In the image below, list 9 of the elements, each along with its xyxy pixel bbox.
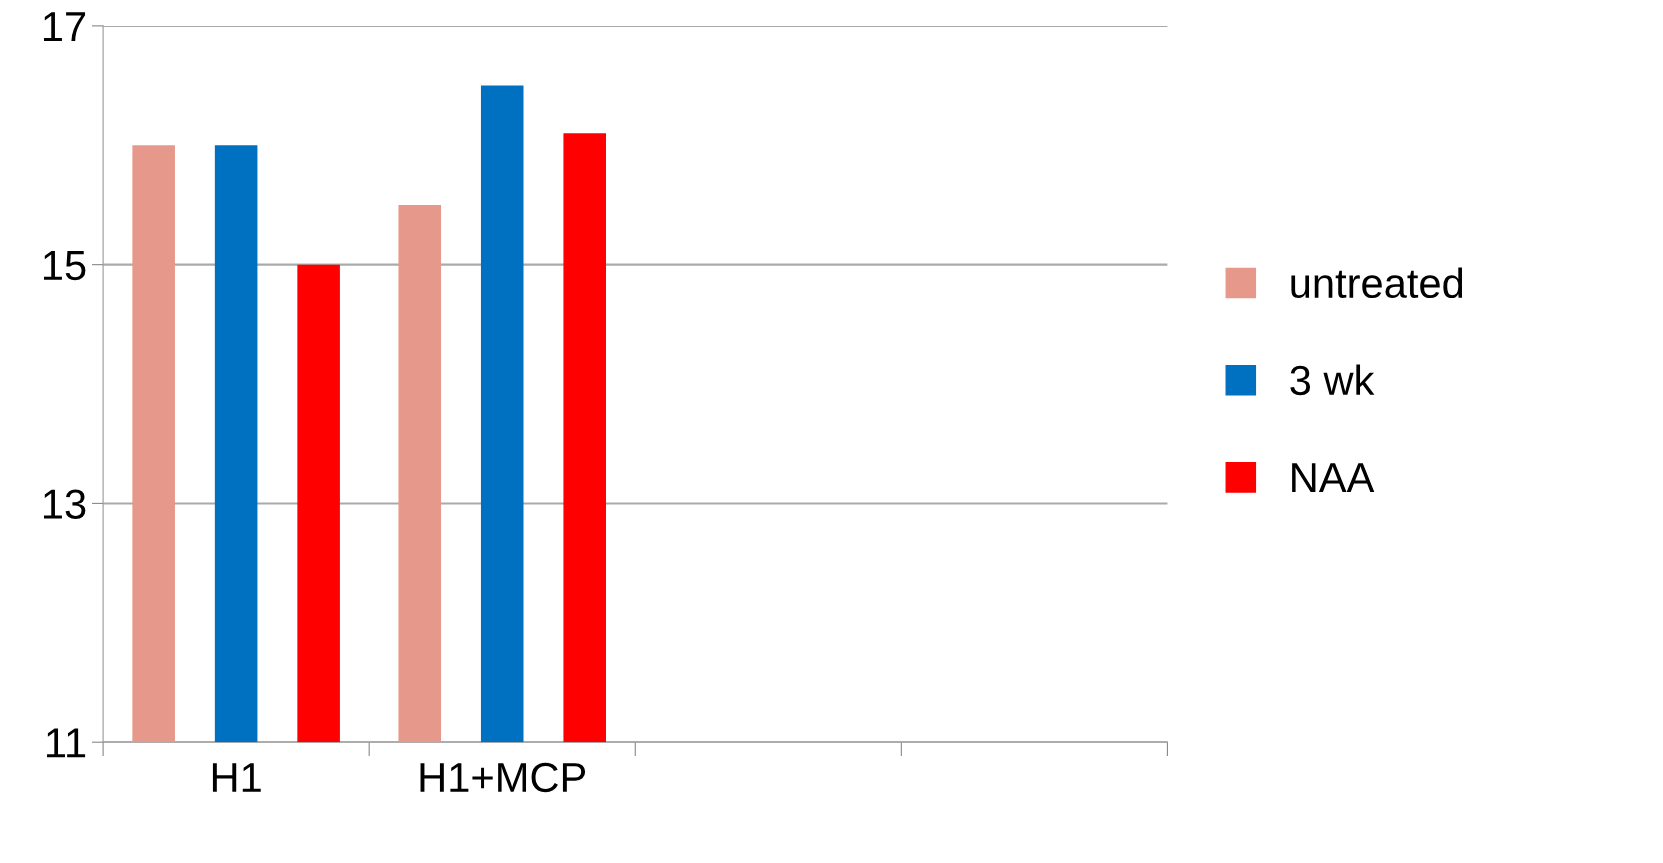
y-tick-label: 15 [43, 251, 86, 281]
y-tick-label: 13 [43, 489, 86, 519]
legend-label: NAA [1292, 463, 1375, 492]
legend-label: untreated [1291, 267, 1463, 299]
y-tick-label: 17 [43, 12, 86, 41]
legend-label: 3 wk [1290, 364, 1375, 396]
x-tick-label: H1+MCP [420, 762, 586, 793]
x-tick-label: H1 [212, 763, 261, 792]
y-tick-label: 11 [47, 728, 86, 758]
